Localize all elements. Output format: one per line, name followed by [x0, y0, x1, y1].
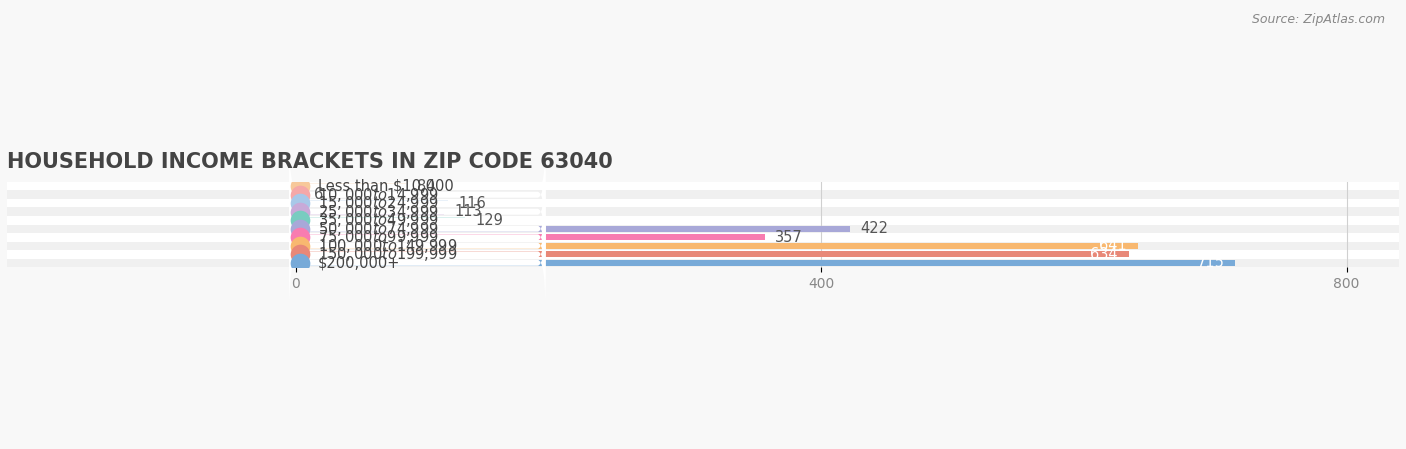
- Bar: [295, 260, 1234, 266]
- FancyBboxPatch shape: [290, 198, 546, 294]
- FancyBboxPatch shape: [290, 138, 546, 234]
- Text: $10,000 to $14,999: $10,000 to $14,999: [318, 186, 439, 204]
- Point: [288, 233, 311, 241]
- Bar: [7, 259, 1399, 267]
- Bar: [295, 243, 1137, 249]
- Bar: [295, 183, 406, 189]
- Bar: [7, 182, 1399, 190]
- FancyBboxPatch shape: [290, 206, 546, 302]
- Text: $50,000 to $74,999: $50,000 to $74,999: [318, 220, 439, 238]
- Text: 113: 113: [454, 204, 482, 219]
- Text: 715: 715: [1197, 255, 1225, 270]
- Bar: [7, 216, 1399, 224]
- FancyBboxPatch shape: [290, 172, 546, 269]
- FancyBboxPatch shape: [290, 147, 546, 243]
- Text: $200,000+: $200,000+: [318, 255, 401, 270]
- FancyBboxPatch shape: [290, 180, 546, 277]
- Bar: [7, 199, 1399, 207]
- Bar: [7, 233, 1399, 242]
- Text: $25,000 to $34,999: $25,000 to $34,999: [318, 203, 439, 221]
- FancyBboxPatch shape: [290, 189, 546, 286]
- Text: 641: 641: [1099, 238, 1128, 253]
- Point: [288, 225, 311, 232]
- Bar: [295, 234, 765, 240]
- Text: $150,000 to $199,999: $150,000 to $199,999: [318, 245, 457, 263]
- Bar: [7, 190, 1399, 199]
- Text: 129: 129: [475, 213, 503, 228]
- Text: Less than $10,000: Less than $10,000: [318, 179, 454, 194]
- Text: $35,000 to $49,999: $35,000 to $49,999: [318, 211, 439, 229]
- Bar: [295, 226, 851, 232]
- Text: $75,000 to $99,999: $75,000 to $99,999: [318, 228, 439, 246]
- Bar: [295, 251, 1129, 257]
- Bar: [7, 250, 1399, 259]
- Bar: [7, 207, 1399, 216]
- Text: 84: 84: [416, 179, 436, 194]
- Text: HOUSEHOLD INCOME BRACKETS IN ZIP CODE 63040: HOUSEHOLD INCOME BRACKETS IN ZIP CODE 63…: [7, 152, 613, 172]
- Point: [288, 191, 311, 198]
- Text: 634: 634: [1091, 247, 1118, 262]
- Point: [288, 259, 311, 266]
- Bar: [295, 192, 304, 198]
- Text: $100,000 to $149,999: $100,000 to $149,999: [318, 237, 457, 255]
- Text: Source: ZipAtlas.com: Source: ZipAtlas.com: [1251, 13, 1385, 26]
- Bar: [295, 209, 444, 215]
- Text: 6: 6: [315, 187, 323, 202]
- Point: [288, 208, 311, 216]
- FancyBboxPatch shape: [290, 155, 546, 251]
- Bar: [295, 200, 449, 206]
- Text: $15,000 to $24,999: $15,000 to $24,999: [318, 194, 439, 212]
- Point: [288, 217, 311, 224]
- Text: 422: 422: [860, 221, 889, 236]
- Text: 357: 357: [775, 230, 803, 245]
- Point: [288, 183, 311, 190]
- Point: [288, 242, 311, 249]
- Point: [288, 200, 311, 207]
- Bar: [7, 242, 1399, 250]
- Text: 116: 116: [458, 196, 486, 211]
- Point: [288, 251, 311, 258]
- Bar: [7, 224, 1399, 233]
- FancyBboxPatch shape: [290, 215, 546, 311]
- Bar: [295, 217, 465, 223]
- FancyBboxPatch shape: [290, 163, 546, 260]
